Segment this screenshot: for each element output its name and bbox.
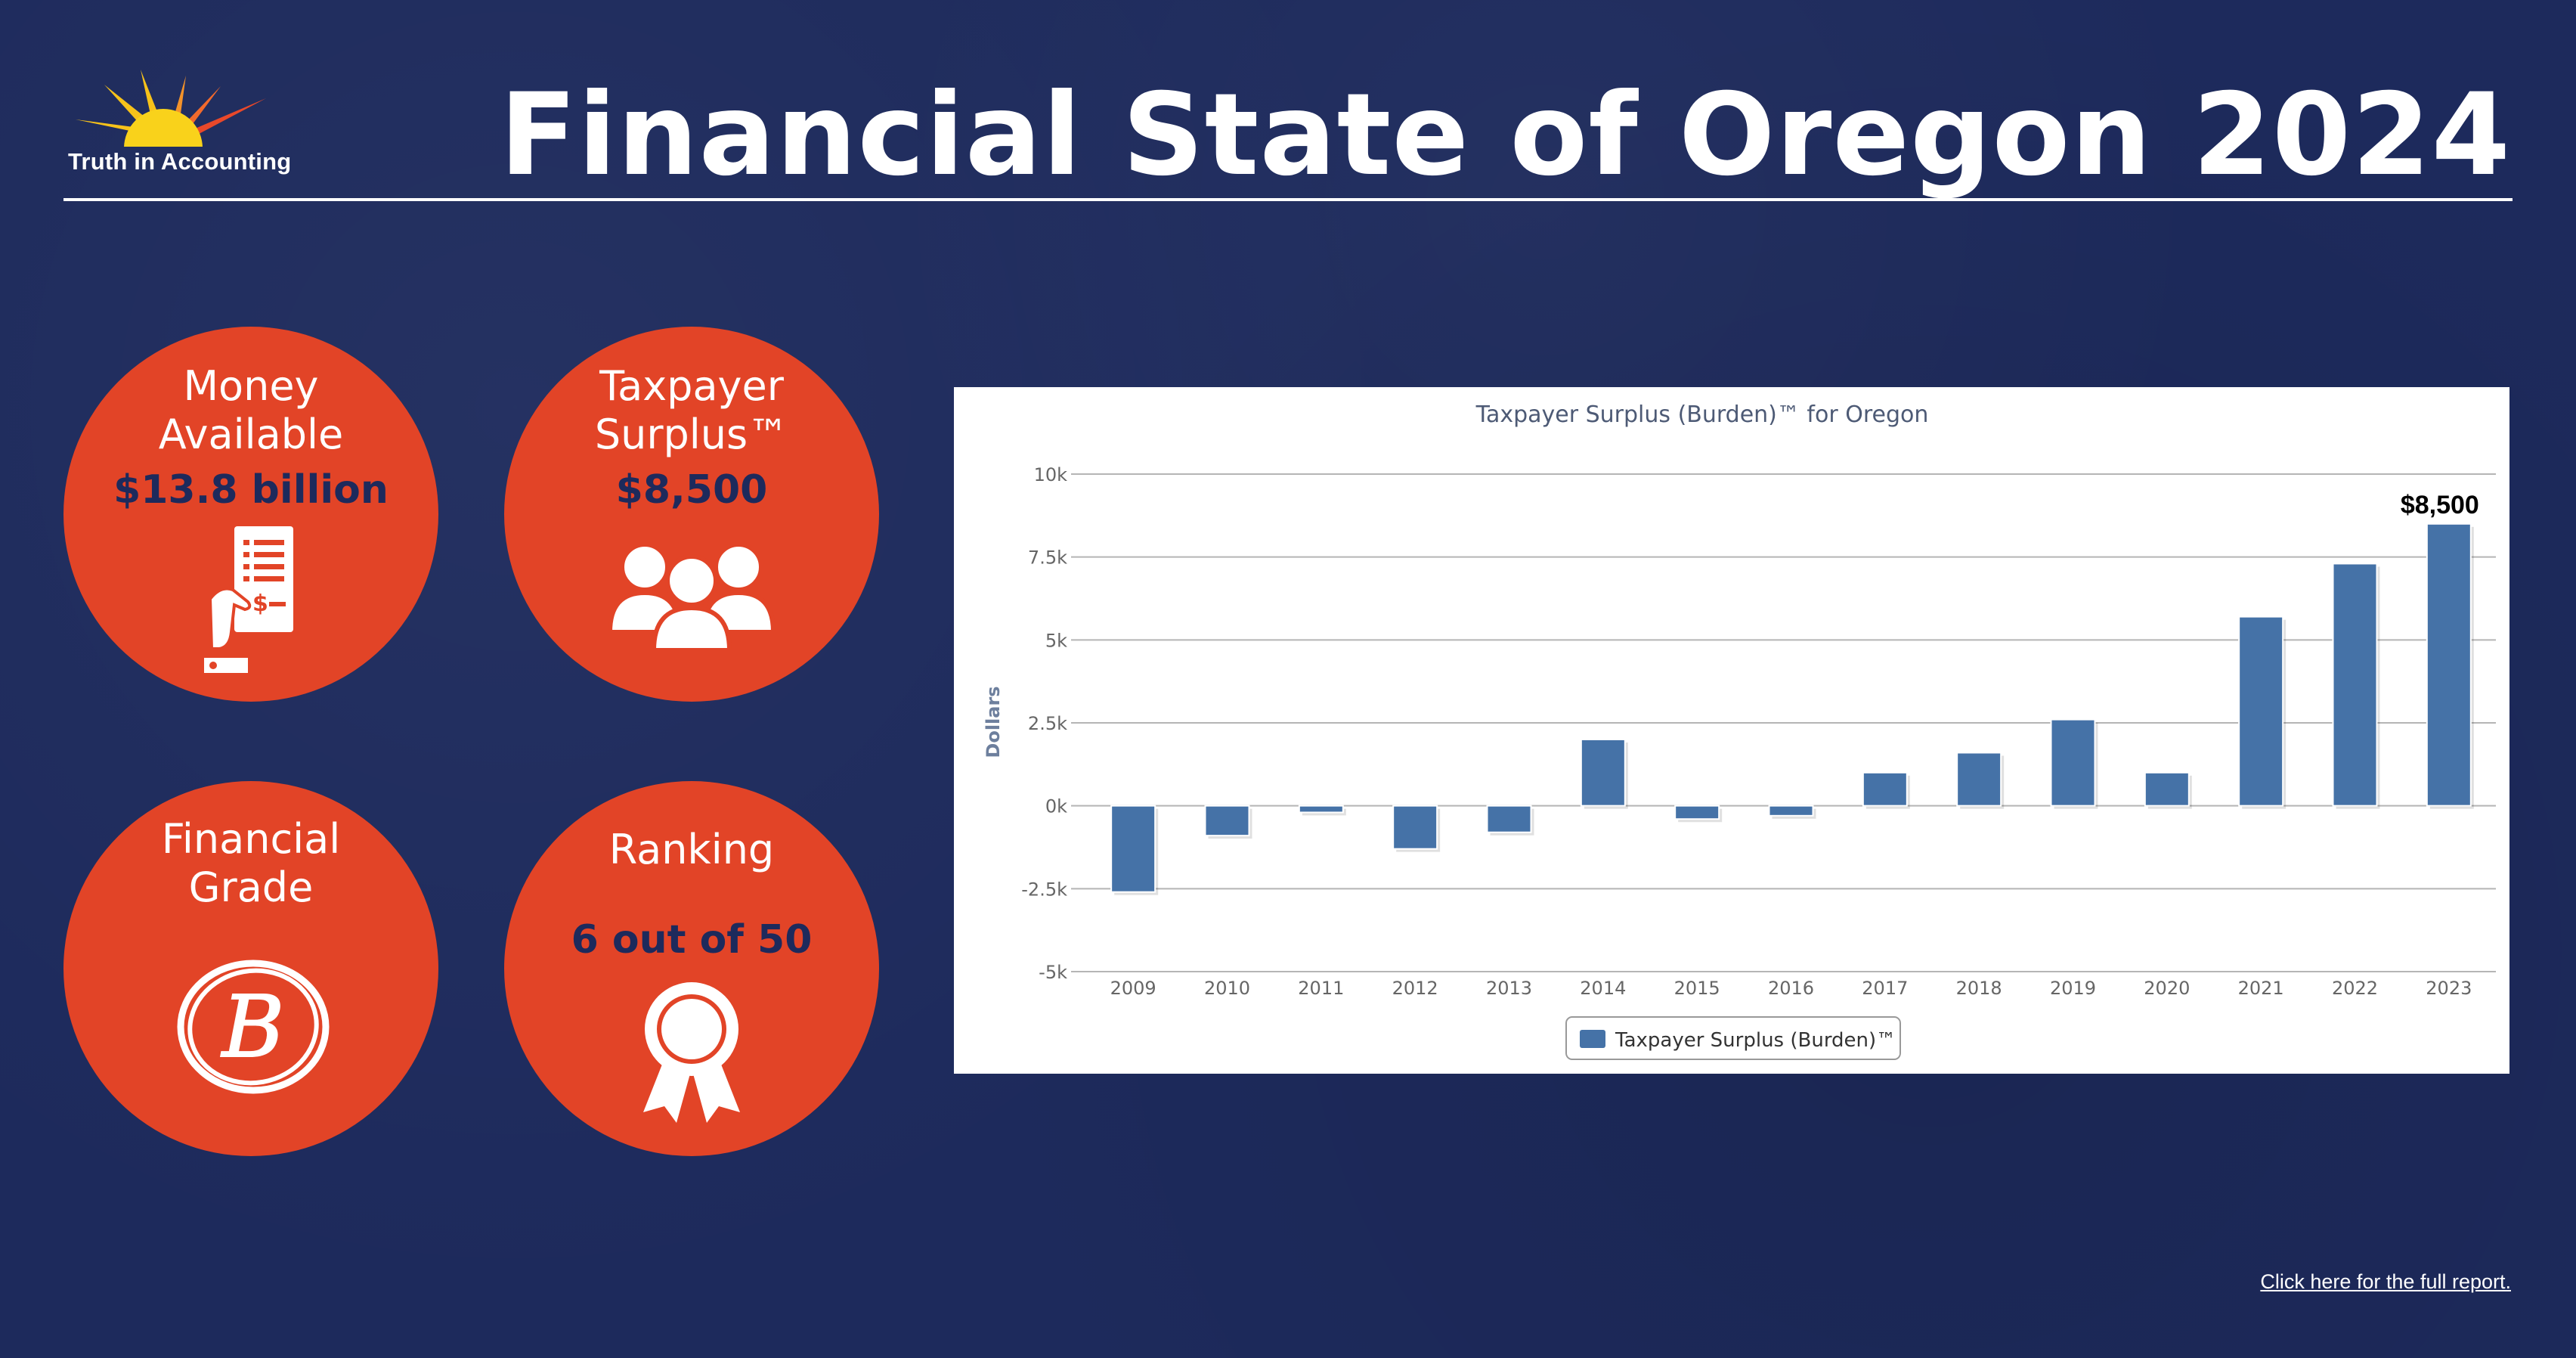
x-tick-label: 2023	[2426, 978, 2472, 999]
money-label-line2: Available	[158, 411, 344, 458]
taxpayer-surplus-card: Taxpayer Surplus™ $8,500	[504, 327, 879, 702]
chart-legend[interactable]: Taxpayer Surplus (Burden)™	[1565, 1016, 1901, 1060]
x-tick-label: 2020	[2144, 978, 2190, 999]
money-value: $13.8 billion	[113, 467, 389, 513]
surplus-label-line1: Taxpayer	[599, 362, 784, 410]
x-tick-label: 2009	[1110, 978, 1156, 999]
bar-2016[interactable]	[1768, 805, 1814, 817]
full-report-link[interactable]: Click here for the full report.	[2260, 1270, 2511, 1293]
svg-text:$: $	[252, 591, 268, 617]
legend-swatch	[1580, 1030, 1605, 1048]
people-group-icon	[607, 542, 776, 652]
x-tick-label: 2017	[1862, 978, 1908, 999]
grade-label-line1: Financial	[161, 815, 341, 863]
x-tick-label: 2015	[1674, 978, 1720, 999]
x-tick-label: 2018	[1956, 978, 2002, 999]
bar-2010[interactable]	[1204, 805, 1250, 837]
ranking-label: Ranking	[608, 826, 775, 873]
bar-2021[interactable]	[2238, 615, 2284, 807]
financial-grade-card: Financial Grade B	[63, 781, 438, 1156]
bar-2011[interactable]	[1298, 805, 1344, 814]
x-tick-label: 2022	[2332, 978, 2378, 999]
bar-2019[interactable]	[2050, 718, 2096, 807]
bar-2012[interactable]	[1392, 805, 1438, 850]
surplus-value: $8,500	[615, 467, 768, 513]
bar-2017[interactable]	[1862, 771, 1908, 807]
x-tick-label: 2012	[1392, 978, 1438, 999]
taxpayer-surplus-chart: Taxpayer Surplus (Burden)™ for Oregon Do…	[983, 402, 2496, 1060]
x-tick-label: 2010	[1204, 978, 1250, 999]
bar-2023[interactable]	[2426, 522, 2472, 807]
y-tick-label: 10k	[1034, 464, 1068, 485]
truth-in-accounting-logo: Truth in Accounting	[65, 64, 307, 184]
receipt-hand-icon: $	[204, 526, 293, 673]
y-tick-label: 2.5k	[1028, 713, 1067, 734]
y-tick-label: -2.5k	[1021, 879, 1067, 900]
title-divider	[63, 198, 2513, 201]
y-tick-label: 0k	[1045, 796, 1067, 817]
grade-label-line2: Grade	[188, 863, 314, 911]
bar-2013[interactable]	[1486, 805, 1532, 833]
surplus-label-line2: Surplus™	[594, 411, 789, 458]
grade-letter: B	[221, 978, 284, 1077]
y-tick-label: -5k	[1039, 962, 1067, 983]
sunrise-icon	[76, 70, 266, 147]
x-tick-label: 2019	[2050, 978, 2096, 999]
money-label-line1: Money	[183, 362, 319, 410]
grade-b-icon: B	[177, 960, 330, 1094]
x-tick-label: 2016	[1768, 978, 1814, 999]
award-ribbon-icon	[643, 982, 740, 1123]
bar-2022[interactable]	[2332, 563, 2378, 807]
bar-2009[interactable]	[1110, 805, 1156, 893]
y-tick-label: 7.5k	[1028, 547, 1067, 569]
bar-2018[interactable]	[1956, 752, 2002, 807]
bar-annotation: $8,500	[2401, 491, 2479, 519]
chart-card: Taxpayer Surplus (Burden)™ for Oregon Do…	[954, 387, 2509, 1074]
x-tick-label: 2011	[1298, 978, 1344, 999]
logo-text: Truth in Accounting	[68, 148, 292, 175]
x-tick-label: 2014	[1580, 978, 1626, 999]
legend-box	[1565, 1016, 1901, 1060]
y-tick-label: 5k	[1045, 630, 1067, 651]
bar-2020[interactable]	[2144, 771, 2190, 807]
legend-label: Taxpayer Surplus (Burden)™	[1615, 1029, 1896, 1052]
ranking-card: Ranking 6 out of 50	[504, 781, 879, 1156]
x-tick-label: 2013	[1486, 978, 1532, 999]
chart-title: Taxpayer Surplus (Burden)™ for Oregon	[1475, 402, 1929, 428]
bar-2015[interactable]	[1674, 805, 1720, 820]
bar-2014[interactable]	[1580, 738, 1626, 807]
page-title: Financial State of Oregon 2024	[499, 70, 2511, 201]
x-tick-label: 2021	[2238, 978, 2284, 999]
y-axis-label: Dollars	[983, 686, 1004, 758]
ranking-value: 6 out of 50	[571, 917, 813, 963]
money-available-card: Money Available $13.8 billion $	[63, 327, 438, 702]
